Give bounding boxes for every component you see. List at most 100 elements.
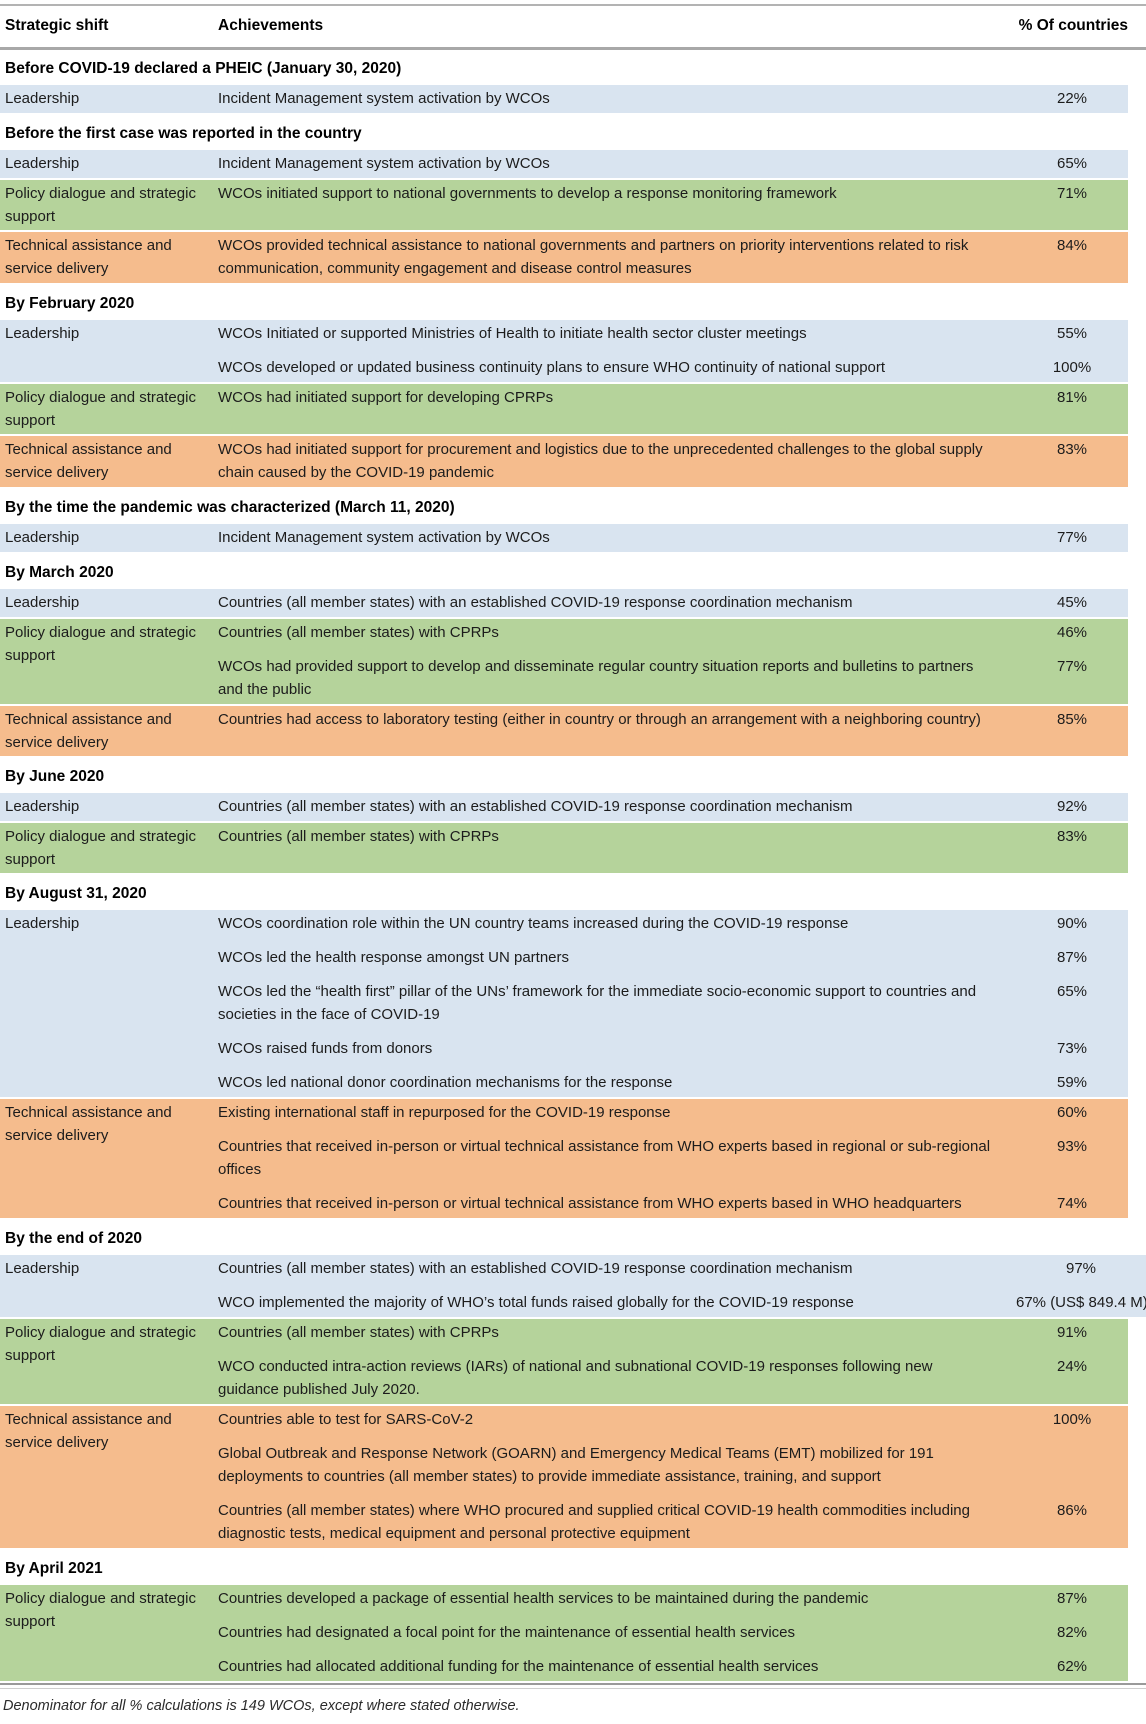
percent-value: 62% [1056, 1658, 1088, 1675]
percent-value: 65% [1056, 155, 1088, 172]
section-title: By the time the pandemic was characteriz… [5, 499, 455, 516]
section-title: By August 31, 2020 [5, 885, 147, 902]
achievement-list: WCOs initiated support to national gover… [218, 180, 1128, 230]
achievement-text: WCOs provided technical assistance to na… [218, 237, 969, 277]
table-header-rule [0, 47, 1146, 50]
achievement-list: Incident Management system activation by… [218, 150, 1128, 178]
strategy-block-leadership: Leadership Countries (all member states) … [0, 1255, 1146, 1317]
section-title: Before the first case was reported in th… [5, 125, 362, 142]
achievement-list: WCOs coordination role within the UN cou… [218, 910, 1128, 1097]
strategy-block-leadership: Leadership Incident Management system act… [0, 85, 1128, 113]
achievement-row: Countries that received in-person or vir… [218, 1135, 1128, 1181]
percent-value: 84% [1056, 237, 1088, 254]
strategic-shift-label: Technical assistance and service deliver… [5, 711, 172, 751]
section-title: By the end of 2020 [5, 1230, 142, 1247]
achievement-row: WCOs had provided support to develop and… [218, 655, 1128, 701]
strategy-block-technical: Technical assistance and service deliver… [0, 436, 1128, 487]
achievement-list: Countries (all member states) with an es… [218, 589, 1128, 617]
strategic-shift-label: Leadership [5, 325, 80, 342]
strategy-block-policy: Policy dialogue and strategic support WCO… [0, 384, 1128, 434]
achievement-row: WCOs coordination role within the UN cou… [218, 912, 1128, 935]
achievement-text: Countries had designated a focal point f… [218, 1624, 796, 1641]
achievement-row: WCOs provided technical assistance to na… [218, 234, 1128, 280]
strategy-block-policy: Policy dialogue and strategic support Cou… [0, 619, 1128, 704]
achievement-text: WCO implemented the majority of WHO’s to… [218, 1294, 854, 1311]
strategy-block-technical: Technical assistance and service deliver… [0, 1406, 1128, 1548]
achievement-text: WCOs had provided support to develop and… [218, 658, 974, 698]
achievement-row: Countries (all member states) with CPRPs… [218, 1321, 1128, 1344]
achievement-text: WCO conducted intra-action reviews (IARs… [218, 1358, 933, 1398]
achievement-list: WCOs Initiated or supported Ministries o… [218, 320, 1128, 382]
percent-value: 71% [1056, 185, 1088, 202]
percent-value: 91% [1056, 1324, 1088, 1341]
percent-value [1016, 1442, 1128, 1488]
achievement-row: WCOs raised funds from donors 73% [218, 1037, 1128, 1060]
achievement-row: Incident Management system activation by… [218, 152, 1128, 175]
percent-value: 45% [1056, 594, 1088, 611]
percent-value: 97% [1065, 1260, 1097, 1277]
achievement-text: Countries that received in-person or vir… [218, 1138, 991, 1178]
strategic-shift-label: Policy dialogue and strategic support [5, 389, 196, 429]
achievement-row: WCOs initiated support to national gover… [218, 182, 1128, 205]
strategic-shift-label: Policy dialogue and strategic support [5, 185, 196, 225]
achievement-text: Countries had allocated additional fundi… [218, 1658, 819, 1675]
percent-value: 73% [1056, 1040, 1088, 1057]
achievement-row: WCOs led national donor coordination mec… [218, 1071, 1128, 1094]
strategic-shift-label: Policy dialogue and strategic support [5, 624, 196, 664]
achievement-row: WCOs Initiated or supported Ministries o… [218, 322, 1128, 345]
achievement-row: Countries (all member states) with an es… [218, 1257, 1146, 1280]
achievement-row: WCOs led the “health first” pillar of th… [218, 980, 1128, 1026]
achievement-text: Countries (all member states) with CPRPs [218, 624, 499, 641]
percent-value: 67% (US$ 849.4 M) [1016, 1294, 1146, 1311]
strategic-shift-label: Leadership [5, 529, 80, 546]
achievement-list: Countries (all member states) with an es… [218, 1255, 1146, 1317]
achievement-list: Countries developed a package of essenti… [218, 1585, 1128, 1681]
achievement-list: Countries (all member states) with CPRPs… [218, 619, 1128, 704]
achievement-text: WCOs Initiated or supported Ministries o… [218, 325, 807, 342]
achievement-row: Countries that received in-person or vir… [218, 1192, 1128, 1215]
percent-value: 59% [1056, 1074, 1088, 1091]
percent-value: 60% [1056, 1104, 1088, 1121]
percent-value: 82% [1056, 1624, 1088, 1641]
achievement-row: Countries developed a package of essenti… [218, 1587, 1128, 1610]
achievement-list: Existing international staff in repurpos… [218, 1099, 1128, 1218]
achievement-row: Incident Management system activation by… [218, 526, 1128, 549]
strategy-block-policy: Policy dialogue and strategic support Cou… [0, 823, 1128, 873]
section-title: By April 2021 [5, 1560, 103, 1577]
achievement-text: Existing international staff in repurpos… [218, 1104, 671, 1121]
achievement-list: Incident Management system activation by… [218, 524, 1128, 552]
achievement-list: WCOs had initiated support for procureme… [218, 436, 1128, 487]
percent-value: 100% [1052, 1411, 1092, 1428]
strategy-block-technical: Technical assistance and service deliver… [0, 706, 1128, 756]
strategy-block-technical: Technical assistance and service deliver… [0, 232, 1128, 283]
achievement-text: Countries developed a package of essenti… [218, 1590, 869, 1607]
achievement-text: WCOs led the health response amongst UN … [218, 949, 569, 966]
percent-value: 81% [1056, 389, 1088, 406]
achievement-list: Incident Management system activation by… [218, 85, 1128, 113]
achievement-row: WCOs had initiated support for procureme… [218, 438, 1128, 484]
achievement-text: WCOs coordination role within the UN cou… [218, 915, 849, 932]
achievement-text: Incident Management system activation by… [218, 155, 550, 172]
percent-value: 93% [1056, 1138, 1088, 1155]
achievement-text: Countries (all member states) with an es… [218, 594, 853, 611]
achievement-list: Countries (all member states) with an es… [218, 793, 1128, 821]
achievement-row: WCO conducted intra-action reviews (IARs… [218, 1355, 1128, 1401]
achievement-text: Incident Management system activation by… [218, 529, 550, 546]
achievement-text: WCOs led national donor coordination mec… [218, 1074, 673, 1091]
strategic-shift-label: Leadership [5, 90, 80, 107]
strategic-shift-label: Technical assistance and service deliver… [5, 1411, 172, 1451]
section-title: Before COVID-19 declared a PHEIC (Januar… [5, 60, 402, 77]
achievement-list: Countries (all member states) with CPRPs… [218, 823, 1128, 873]
achievement-row: Countries (all member states) with an es… [218, 795, 1128, 818]
strategic-shift-label: Leadership [5, 915, 80, 932]
column-header-percent-of-countries: % Of countries [1018, 17, 1128, 34]
percent-value: 83% [1056, 441, 1088, 458]
achievement-text: Countries (all member states) with an es… [218, 1260, 853, 1277]
achievement-text: Countries (all member states) where WHO … [218, 1502, 970, 1542]
achievement-text: WCOs developed or updated business conti… [218, 359, 886, 376]
percent-value: 74% [1056, 1195, 1088, 1212]
achievement-text: Countries able to test for SARS-CoV-2 [218, 1411, 474, 1428]
achievement-list: Countries had access to laboratory testi… [218, 706, 1128, 756]
achievement-text: Incident Management system activation by… [218, 90, 550, 107]
